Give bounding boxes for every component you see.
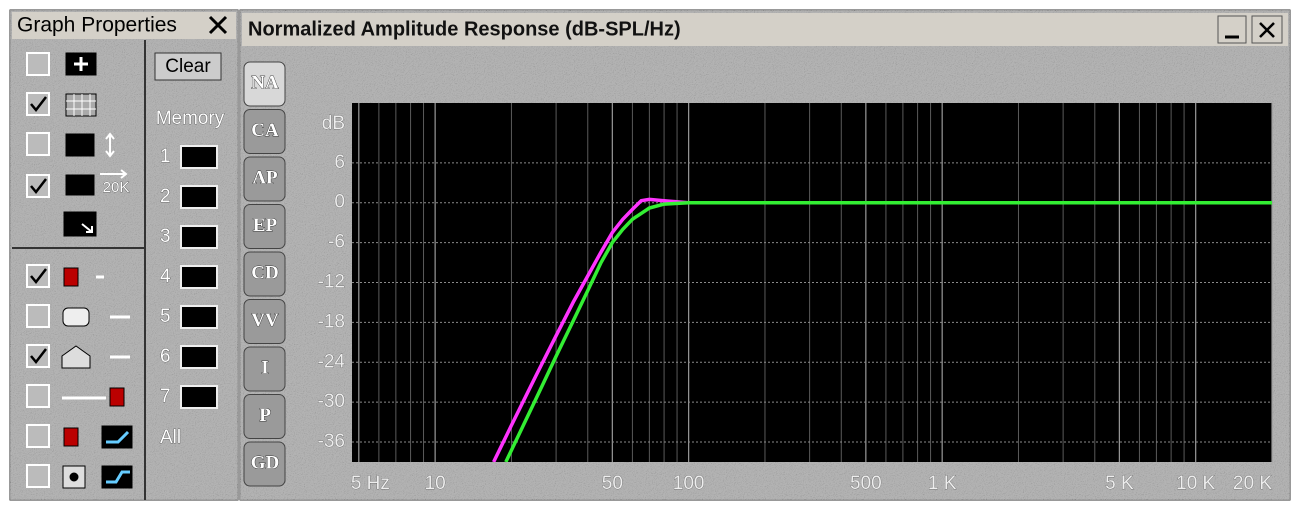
tab-label[interactable]: AP — [252, 167, 279, 189]
y-tick-label: 6 — [334, 152, 345, 173]
tab[interactable] — [243, 204, 286, 249]
tab-label[interactable]: CA — [251, 119, 280, 141]
memory-slot[interactable] — [180, 385, 218, 409]
tab[interactable] — [243, 299, 286, 344]
tab-label[interactable]: NA — [251, 72, 280, 94]
memory-number: 4 — [160, 266, 171, 287]
tab-label[interactable]: I — [261, 357, 269, 379]
window-title: Normalized Amplitude Response (dB-SPL/Hz… — [248, 18, 681, 40]
y-tick-label: -6 — [328, 232, 345, 253]
tab[interactable] — [243, 109, 286, 154]
memory-number: 2 — [160, 186, 171, 207]
panel-texture — [10, 10, 238, 500]
x-tick-label: 1 K — [928, 473, 957, 494]
y-tick-label: -36 — [318, 431, 345, 452]
response-curve — [504, 200, 1272, 462]
checkbox[interactable] — [26, 92, 50, 116]
y-tick-label: 0 — [334, 192, 345, 213]
memory-slot[interactable] — [180, 265, 218, 289]
tab[interactable] — [243, 346, 286, 392]
x-tick-label: 50 — [602, 473, 623, 494]
memory-slot[interactable] — [180, 185, 218, 209]
tab[interactable] — [243, 441, 286, 487]
panel-close[interactable] — [208, 15, 228, 35]
tab-label[interactable]: P — [259, 404, 272, 426]
memory-slot[interactable] — [180, 305, 218, 329]
x-tick-label: 5 K — [1105, 473, 1134, 494]
checkbox[interactable] — [26, 344, 50, 368]
memory-slot[interactable] — [180, 225, 218, 249]
checkmark — [30, 348, 47, 364]
panel-title: Graph Properties — [17, 14, 177, 37]
checkbox[interactable] — [26, 52, 50, 76]
checkbox[interactable] — [26, 174, 50, 198]
x-tick-label: 5 Hz — [351, 473, 390, 494]
x-tick-label: 500 — [850, 473, 882, 494]
y-tick-label: -30 — [318, 391, 345, 412]
checkbox[interactable] — [26, 264, 50, 288]
tab-label[interactable]: GD — [250, 452, 280, 474]
checkbox[interactable] — [26, 132, 50, 156]
memory-number: 5 — [160, 306, 171, 327]
icons — [61, 52, 133, 489]
checkmark — [30, 178, 47, 194]
tab[interactable] — [243, 61, 286, 107]
memory-number: 7 — [160, 386, 171, 407]
checkmark — [30, 268, 47, 284]
tab-label[interactable]: EP — [252, 214, 278, 236]
x-tick-label: 20 K — [1233, 473, 1272, 494]
clear-label[interactable]: Clear — [165, 56, 211, 77]
checkbox[interactable] — [26, 384, 50, 408]
memory-label: Memory — [156, 108, 225, 129]
tab[interactable] — [243, 156, 286, 202]
panel-titlebar — [12, 12, 236, 39]
memory-slot[interactable] — [180, 345, 218, 369]
memory-number: 1 — [160, 146, 171, 167]
y-tick-label: -24 — [318, 351, 346, 372]
x-tick-label: 100 — [673, 473, 705, 494]
graph-properties-panel: Graph Properties Clear Memory All 20K — [9, 9, 239, 501]
minimize-button[interactable] — [1217, 15, 1247, 44]
checkmark — [30, 96, 47, 112]
tab[interactable] — [243, 394, 286, 439]
tab-label[interactable]: CD — [251, 262, 279, 284]
y-tick-label: -18 — [318, 311, 345, 332]
memory-slot[interactable] — [180, 145, 218, 169]
icon-label: 20K — [103, 179, 130, 196]
memory-all[interactable]: All — [160, 427, 182, 449]
tab[interactable] — [243, 251, 286, 297]
x-tick-label: 10 K — [1176, 473, 1215, 494]
memory-number: 3 — [160, 226, 171, 247]
memory-number: 6 — [160, 346, 171, 367]
clear-button[interactable]: Clear — [154, 52, 222, 81]
y-tick-label: -12 — [318, 272, 345, 293]
checkbox[interactable] — [26, 424, 50, 448]
tab-label[interactable]: VV — [251, 309, 280, 331]
window-titlebar — [242, 13, 1288, 46]
checkbox[interactable] — [26, 464, 50, 488]
x-tick-label: 10 — [425, 473, 446, 494]
checkbox[interactable] — [26, 304, 50, 328]
close-button[interactable] — [1251, 15, 1283, 44]
y-axis-label: dB — [322, 113, 345, 134]
